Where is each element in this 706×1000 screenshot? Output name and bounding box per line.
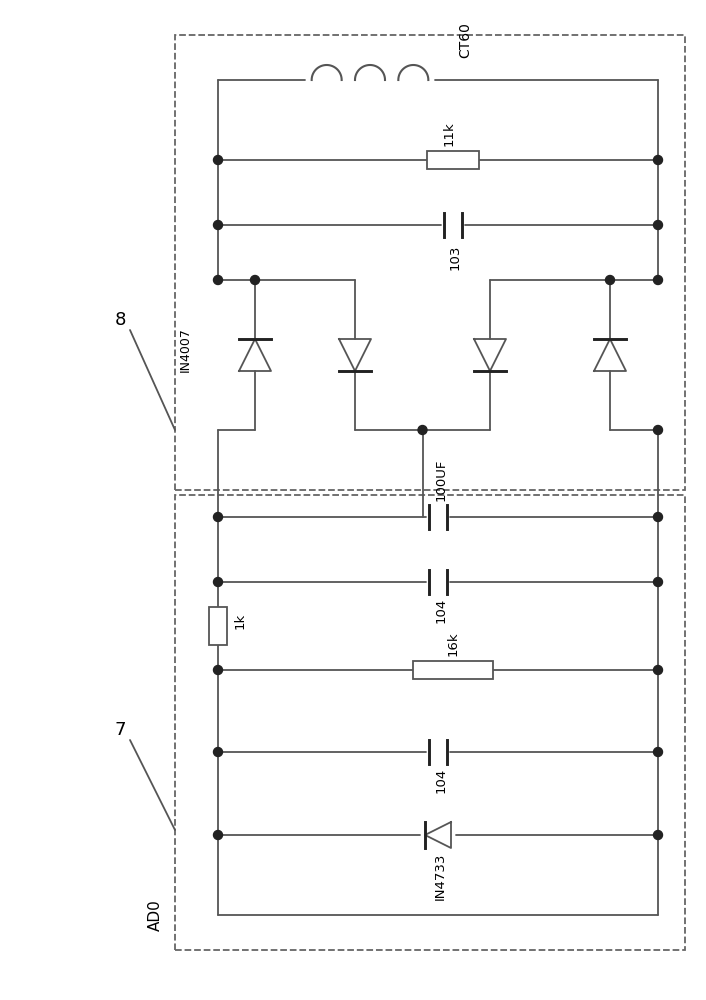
Text: 8: 8 xyxy=(114,311,126,329)
Circle shape xyxy=(654,221,662,230)
Text: 104: 104 xyxy=(434,598,448,623)
Bar xyxy=(209,607,227,645)
Circle shape xyxy=(213,512,222,522)
Bar xyxy=(413,661,493,679)
Circle shape xyxy=(418,426,427,434)
Circle shape xyxy=(654,578,662,586)
Text: 103: 103 xyxy=(448,245,462,270)
Circle shape xyxy=(654,748,662,756)
Text: 104: 104 xyxy=(434,768,448,793)
Bar xyxy=(427,151,479,169)
Circle shape xyxy=(654,155,662,164)
Circle shape xyxy=(213,748,222,756)
Circle shape xyxy=(654,666,662,674)
Text: 11k: 11k xyxy=(443,121,455,146)
Circle shape xyxy=(251,275,260,284)
Text: 1k: 1k xyxy=(234,613,247,629)
Circle shape xyxy=(654,512,662,522)
Circle shape xyxy=(213,275,222,284)
Circle shape xyxy=(213,578,222,586)
Text: IN4733: IN4733 xyxy=(433,853,446,900)
Text: 100UF: 100UF xyxy=(434,459,448,501)
Text: 7: 7 xyxy=(114,721,126,739)
Circle shape xyxy=(213,666,222,674)
Circle shape xyxy=(213,155,222,164)
Circle shape xyxy=(213,221,222,230)
Text: CT60: CT60 xyxy=(458,22,472,58)
Circle shape xyxy=(654,426,662,434)
Circle shape xyxy=(213,830,222,840)
Circle shape xyxy=(654,275,662,284)
Circle shape xyxy=(606,275,614,284)
Text: AD0: AD0 xyxy=(148,899,162,931)
Text: 16k: 16k xyxy=(446,631,460,656)
Text: IN4007: IN4007 xyxy=(179,328,191,372)
Circle shape xyxy=(654,830,662,840)
